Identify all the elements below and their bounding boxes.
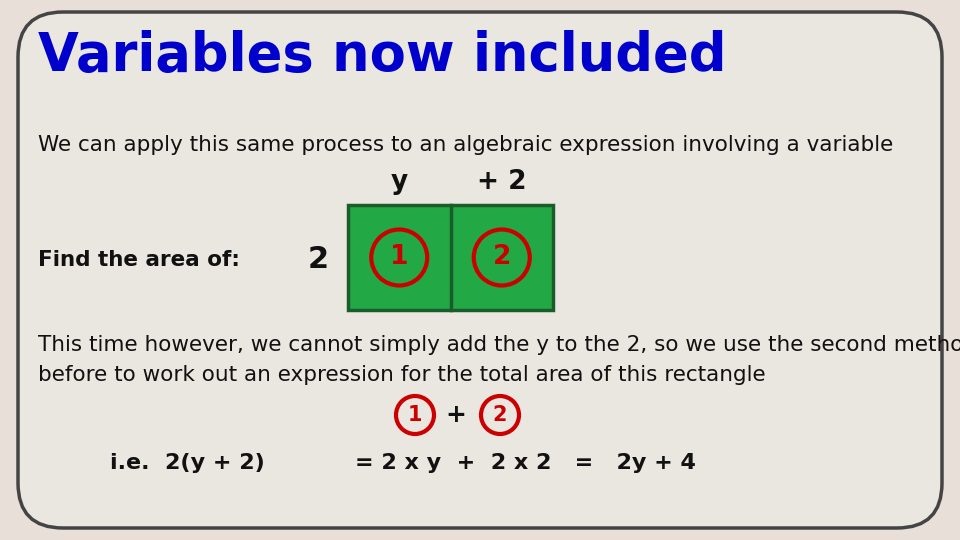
FancyBboxPatch shape [18,12,942,528]
Bar [348,205,553,310]
Text: before to work out an expression for the total area of this rectangle: before to work out an expression for the… [38,365,766,385]
Text: 2: 2 [307,246,328,274]
Text: 2: 2 [492,405,507,425]
Text: This time however, we cannot simply add the y to the 2, so we use the second met: This time however, we cannot simply add … [38,335,960,355]
Text: Variables now included: Variables now included [38,30,727,82]
Text: 1: 1 [390,245,409,271]
Text: +: + [445,403,467,427]
Text: + 2: + 2 [477,169,526,195]
Text: y: y [391,169,408,195]
Text: We can apply this same process to an algebraic expression involving a variable: We can apply this same process to an alg… [38,135,893,155]
Text: 1: 1 [408,405,422,425]
Text: i.e.  2(y + 2): i.e. 2(y + 2) [110,453,265,473]
Text: 2: 2 [492,245,511,271]
Text: Find the area of:: Find the area of: [38,250,240,270]
Text: = 2 x y  +  2 x 2   =   2y + 4: = 2 x y + 2 x 2 = 2y + 4 [355,453,696,473]
